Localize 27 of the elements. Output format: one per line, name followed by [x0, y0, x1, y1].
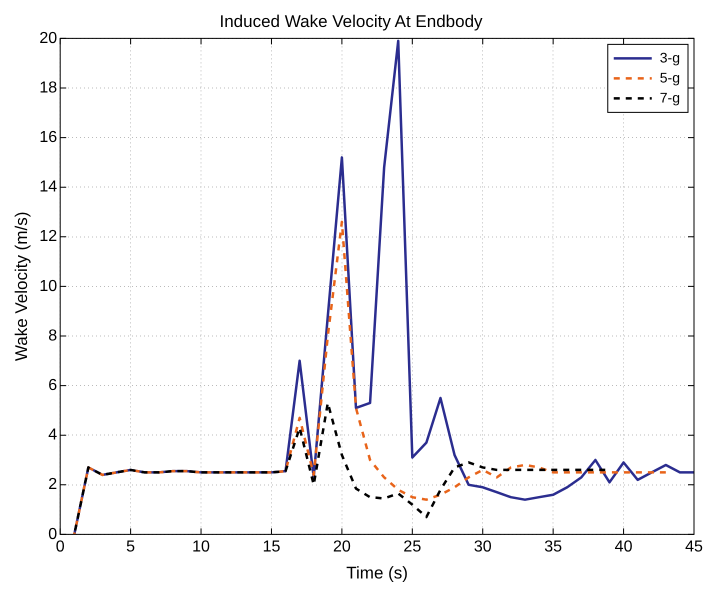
legend-label: 7-g [660, 89, 680, 106]
x-tick-label: 20 [332, 538, 351, 556]
y-tick-label: 18 [39, 79, 58, 96]
x-tick-label: 30 [474, 538, 492, 556]
y-tick-label: 8 [48, 327, 58, 344]
chart-title: Induced Wake Velocity At Endbody [219, 12, 484, 31]
x-tick-label: 15 [262, 538, 280, 556]
x-tick-label: 45 [685, 538, 703, 556]
y-tick-label: 4 [48, 426, 58, 444]
x-tick-label: 10 [192, 538, 210, 556]
x-tick-label: 25 [403, 538, 422, 556]
y-tick-label: 20 [39, 30, 58, 47]
y-tick-label: 14 [39, 178, 58, 196]
x-tick-label: 35 [544, 538, 562, 556]
y-tick-label: 12 [39, 228, 58, 246]
y-tick-label: 10 [39, 278, 58, 295]
legend-label: 5-g [660, 69, 680, 86]
y-axis-title: Wake Velocity (m/s) [12, 212, 31, 362]
x-tick-label: 40 [614, 538, 633, 556]
line-series [73, 220, 668, 534]
x-axis-title: Time (s) [346, 563, 408, 582]
y-tick-label: 16 [39, 129, 58, 146]
y-tick-label: 6 [48, 377, 58, 394]
x-tick-label: 5 [126, 538, 136, 556]
legend-label: 3-g [660, 49, 680, 66]
y-tick-label: 2 [48, 476, 58, 494]
y-tick-label: 0 [48, 526, 58, 543]
